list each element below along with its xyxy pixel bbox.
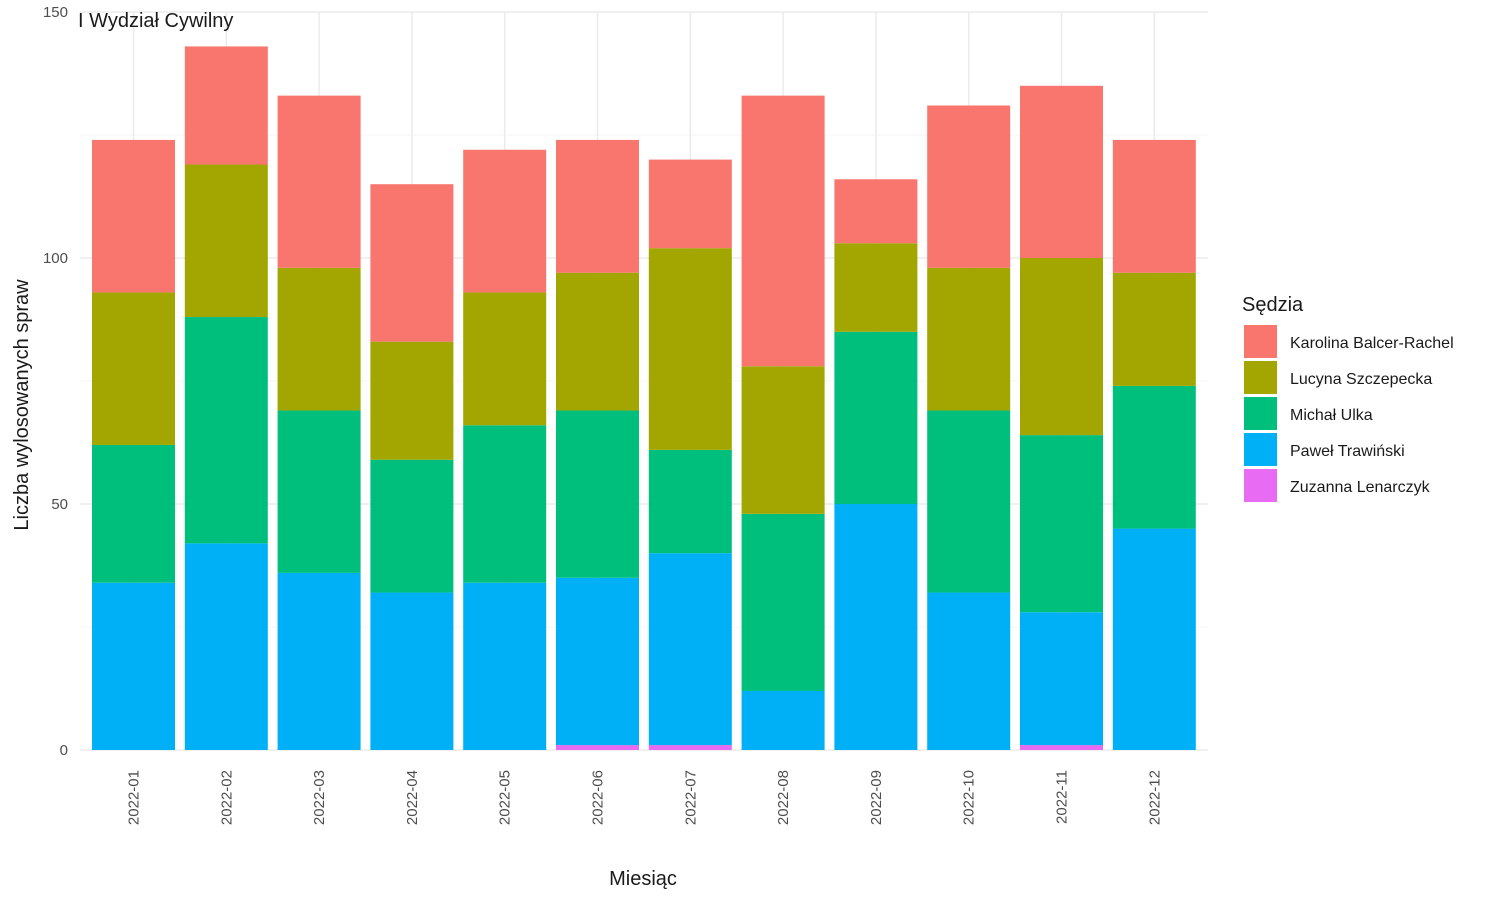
bar-segment (648, 248, 732, 450)
legend-label: Karolina Balcer-Rachel (1290, 335, 1454, 352)
bar-segment (277, 572, 361, 750)
legend-label: Paweł Trawiński (1290, 443, 1405, 460)
bar-segment (556, 577, 639, 746)
legend-key (1244, 433, 1277, 466)
bars (92, 46, 1196, 750)
x-tick-label: 2022-09 (868, 770, 885, 825)
bar-segment (463, 425, 547, 583)
x-axis-title: Miesiąc (609, 868, 677, 890)
bar-segment (463, 149, 547, 293)
bar-segment (463, 582, 547, 750)
bar-segment (741, 95, 825, 367)
x-tick-label: 2022-08 (775, 770, 792, 825)
y-tick-label: 50 (51, 496, 68, 513)
bar-segment (92, 139, 175, 293)
bar-segment (741, 366, 825, 514)
bar-segment (648, 553, 732, 746)
bar-segment (927, 105, 1011, 268)
x-tick-label: 2022-10 (961, 770, 978, 825)
bar-segment (1020, 745, 1103, 750)
x-tick-label: 2022-11 (1054, 770, 1071, 824)
y-axis-title: Liczba wylosowanych spraw (11, 279, 33, 531)
bar-segment (370, 592, 454, 750)
bar-segment (927, 410, 1011, 593)
x-tick-label: 2022-05 (497, 770, 514, 825)
x-axis-ticks: 2022-01 2022-02 2022-03 2022-04 2022-05 2022-… (126, 770, 1164, 825)
x-tick-label: 2022-07 (682, 770, 699, 825)
x-tick-label: 2022-12 (1146, 770, 1163, 825)
bar-segment (370, 459, 454, 593)
bar-segment (834, 331, 918, 504)
legend: Sędzia Karolina Balcer-Rachel Lucyna Szcz… (1242, 294, 1454, 502)
y-tick-label: 100 (43, 250, 68, 267)
bar-segment (834, 243, 918, 332)
bar-segment (556, 745, 639, 750)
legend-key (1244, 325, 1277, 358)
legend-label: Lucyna Szczepecka (1290, 371, 1432, 388)
bar-segment (741, 690, 825, 750)
x-tick-label: 2022-02 (218, 770, 235, 825)
bar-segment (277, 95, 361, 268)
panel-title: I Wydział Cywilny (78, 10, 233, 32)
bar-segment (184, 164, 268, 318)
legend-key (1244, 469, 1277, 502)
bar-segment (1112, 272, 1196, 386)
bar-segment (277, 267, 361, 411)
bar-segment (1020, 258, 1103, 436)
x-tick-label: 2022-03 (311, 770, 328, 825)
legend-label: Michał Ulka (1290, 407, 1373, 424)
bar-segment (741, 513, 825, 691)
bar-segment (834, 504, 918, 750)
bar-segment (556, 410, 639, 578)
bar-segment (370, 341, 454, 460)
bar-segment (370, 184, 454, 342)
bar-segment (463, 292, 547, 426)
bar-segment (648, 159, 732, 249)
x-tick-label: 2022-06 (590, 770, 607, 825)
x-tick-label: 2022-04 (404, 770, 421, 825)
bar-segment (1112, 139, 1196, 273)
bar-segment (184, 317, 268, 544)
bar-segment (92, 292, 175, 445)
bar-segment (92, 444, 175, 583)
bar-segment (277, 410, 361, 573)
bar-segment (556, 272, 639, 411)
y-axis-ticks: 0 50 100 150 (43, 4, 68, 759)
bar-segment (184, 543, 268, 750)
bar-segment (927, 267, 1011, 411)
y-tick-label: 0 (60, 742, 68, 759)
bar-segment (184, 46, 268, 165)
legend-key (1244, 361, 1277, 394)
bar-segment (1112, 385, 1196, 529)
bar-segment (648, 449, 732, 554)
legend-title: Sędzia (1242, 294, 1304, 316)
bar-segment (648, 745, 732, 750)
bar-segment (834, 179, 918, 244)
bar-segment (1020, 85, 1103, 258)
bar-segment (556, 139, 639, 273)
y-tick-label: 150 (43, 4, 68, 21)
legend-key (1244, 397, 1277, 430)
bar-segment (92, 582, 175, 750)
legend-label: Zuzanna Lenarczyk (1290, 479, 1431, 496)
bar-segment (927, 592, 1011, 750)
bar-segment (1020, 612, 1103, 746)
x-tick-label: 2022-01 (126, 770, 143, 825)
bar-segment (1020, 435, 1103, 613)
bar-segment (1112, 528, 1196, 750)
